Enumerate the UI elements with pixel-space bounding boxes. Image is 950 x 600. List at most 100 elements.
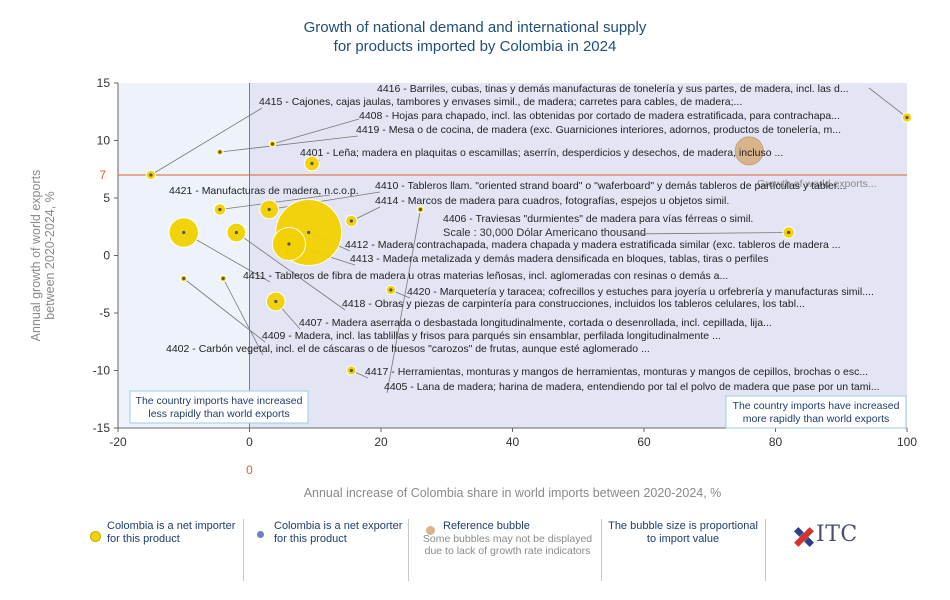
bubble-label-4402: 4402 - Carbón vegetal, incl. el de cásca…	[166, 343, 650, 355]
legend-importer: Colombia is a net importer for this prod…	[107, 520, 237, 582]
quadrant-note-left-line2: less rapidly than world exports	[148, 408, 289, 420]
legend-divider	[243, 519, 244, 581]
bubble-label-4412: 4412 - Madera contrachapada, madera chap…	[345, 239, 841, 251]
bubble-chart: 0 7 15 10 5 0 -5 -10 -15-20 0 20 40 60 80 100 Annual in…	[29, 76, 917, 500]
x-tick-label: 60	[637, 435, 651, 449]
exporter-legend-dot	[257, 531, 264, 538]
leader-line-4415	[150, 107, 263, 176]
legend-exporter-text: Colombia is a net exporter for this prod…	[274, 520, 403, 545]
bubble-label-4413: 4413 - Madera metalizada y demás madera …	[350, 253, 768, 265]
quadrant-note-left-line1: The country imports have increased	[136, 395, 303, 407]
bubble-center-4410	[267, 207, 271, 212]
legend-divider	[408, 519, 409, 581]
x-axis-title: Annual increase of Colombia share in wor…	[304, 486, 722, 500]
bubble-label-4418: 4418 - Obras y piezas de carpintería par…	[342, 298, 805, 310]
bubble-center-4401	[310, 161, 314, 166]
bubble-center-4416	[905, 115, 909, 120]
legend-reference: Reference bubble Some bubbles may not be…	[415, 520, 600, 582]
y-tick-label: 5	[103, 191, 110, 205]
legend-reference-title: Reference bubble	[443, 520, 530, 532]
reference-scale-label: Scale : 30,000 Dólar Americano thousand	[443, 227, 646, 239]
leader-line-4409	[183, 278, 266, 343]
itc-logo	[794, 527, 814, 547]
x-tick-label: 0	[246, 435, 253, 449]
bubble-label-4406: 4406 - Traviesas "durmientes" de madera …	[443, 213, 753, 225]
bubble-center-4415	[149, 173, 153, 177]
x-tick-label: -20	[109, 435, 127, 449]
leader-line-4406	[629, 232, 789, 235]
bubble-center-4409	[182, 276, 186, 281]
bubble-center-4412	[307, 230, 311, 235]
y-tick-label: 0	[103, 249, 110, 263]
bubble-center-4421	[218, 207, 222, 212]
x-tick-label: 100	[897, 435, 917, 449]
bubble-label-4411: 4411 - Tableros de fibra de madera u otr…	[243, 270, 728, 282]
bubble-center-4411	[182, 230, 186, 235]
y-axis-title-line1: Annual growth of world exports	[29, 170, 43, 342]
quadrant-note-right-box	[725, 395, 907, 429]
leader-line-4408	[272, 118, 360, 145]
bubble-center-4413	[287, 242, 291, 246]
chart-title: Growth of national demand and internatio…	[0, 18, 950, 56]
bubble-label-4408: 4408 - Hojas para chapado, incl. las obt…	[359, 110, 840, 122]
bubble-center-4419	[218, 150, 222, 154]
quadrant-note-right-line1: The country imports have increased	[733, 400, 900, 412]
legend-reference-note: Some bubbles may not be displayed due to…	[422, 533, 593, 557]
bubble-label-4409: 4409 - Madera, incl. las tablillas y fri…	[262, 330, 721, 342]
y-tick-label: -5	[99, 306, 110, 320]
chart-title-line2: for products imported by Colombia in 202…	[333, 38, 617, 55]
itc-logo-text: ITC	[816, 522, 858, 547]
leader-line-4418	[236, 232, 346, 311]
y-tick-label: -15	[93, 421, 111, 435]
x-tick-label: 80	[769, 435, 783, 449]
legend-exporter: Colombia is a net exporter for this prod…	[274, 520, 404, 582]
quadrant-note-left-box	[129, 390, 309, 424]
leader-line-4402	[222, 278, 264, 356]
y-axis-title: Annual growth of world exports between 20…	[29, 170, 57, 342]
reference-x-label: 0	[246, 463, 253, 477]
y-tick-label: 15	[97, 76, 111, 90]
legend-importer-text: Colombia is a net importer for this prod…	[107, 520, 236, 545]
y-tick-label: 10	[97, 134, 111, 148]
importer-legend-dot	[90, 531, 101, 542]
y-axis-title-line2: between 2020-2024, %	[43, 191, 57, 320]
reference-legend-dot	[426, 526, 435, 535]
legend-divider	[765, 519, 766, 581]
bubble-label-4415: 4415 - Cajones, cajas jaulas, tambores y…	[259, 96, 742, 108]
bubble-center-4414	[349, 219, 354, 223]
legend-size-note: The bubble size is proportional to impor…	[604, 520, 762, 582]
bubble-label-4401: 4401 - Leña; madera en plaquitas o escam…	[300, 147, 783, 159]
reference-bubble-text: Growth of world exports...	[757, 178, 877, 190]
bubble-center-4418	[234, 230, 238, 235]
legend-size-note-text: The bubble size is proportional to impor…	[608, 520, 758, 545]
x-tick-label: 20	[374, 435, 388, 449]
bubble-center-4417	[349, 368, 354, 373]
bubble-center-4420	[389, 288, 393, 292]
plot-area-left	[118, 83, 250, 428]
leader-line-4411	[183, 232, 271, 283]
plot-area-right	[249, 83, 907, 428]
bubble-center-4402	[221, 276, 225, 281]
reference-bubble	[734, 136, 764, 166]
y-tick-label: -10	[93, 364, 111, 378]
reference-y-label: 7	[99, 168, 106, 182]
bubble-label-4414: 4414 - Marcos de madera para cuadros, fo…	[375, 195, 729, 207]
leader-line-4416	[868, 87, 908, 118]
bubble-label-4410: 4410 - Tableros llam. "oriented strand b…	[375, 180, 846, 192]
bubble-label-4420: 4420 - Marquetería y taracea; cofrecillo…	[407, 286, 874, 298]
bubble-label-4416: 4416 - Barriles, cubas, tinas y demás ma…	[377, 83, 849, 95]
quadrant-note-right-line2: more rapidly than world exports	[743, 413, 889, 425]
bubble-label-4405: 4405 - Lana de madera; harina de madera,…	[384, 381, 880, 393]
leader-line-4419	[219, 135, 359, 153]
bubble-center-4405	[418, 207, 423, 212]
bubble-center-4408	[270, 142, 275, 146]
bubble-label-4417: 4417 - Herramientas, monturas y mangos d…	[365, 366, 868, 378]
leader-line-4405	[386, 209, 421, 394]
chart-title-line1: Growth of national demand and internatio…	[303, 19, 647, 36]
bubble-label-4419: 4419 - Mesa o de cocina, de madera (exc.…	[356, 124, 841, 136]
x-tick-label: 40	[506, 435, 520, 449]
bubble-label-4421: 4421 - Manufacturas de madera, n.c.o.p.	[169, 185, 359, 197]
bubble-center-4406	[787, 230, 791, 235]
bubble-label-4407: 4407 - Madera aserrada o desbastada long…	[299, 317, 772, 329]
bubble-center-4407	[274, 299, 278, 304]
